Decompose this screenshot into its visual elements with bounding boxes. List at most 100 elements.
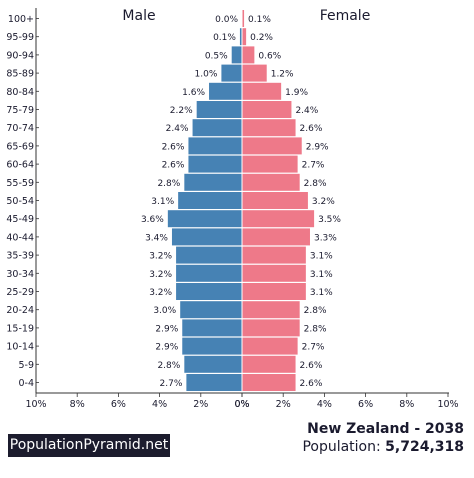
x-tick-label: 0% bbox=[234, 399, 249, 410]
male-value-label: 0.5% bbox=[205, 51, 228, 61]
male-bar bbox=[180, 301, 242, 319]
female-value-label: 2.4% bbox=[295, 106, 318, 116]
population-label: Population: bbox=[302, 439, 381, 455]
male-value-label: 3.2% bbox=[149, 252, 172, 262]
female-value-label: 1.9% bbox=[285, 88, 308, 98]
age-group-label: 35-39 bbox=[6, 251, 34, 262]
female-value-label: 0.6% bbox=[258, 51, 281, 61]
female-bar bbox=[242, 210, 315, 228]
male-bar bbox=[221, 64, 242, 82]
male-value-label: 2.9% bbox=[155, 343, 178, 353]
male-bar bbox=[231, 46, 242, 64]
brand-logo[interactable]: PopulationPyramid.net bbox=[8, 434, 170, 457]
female-value-label: 2.8% bbox=[304, 306, 327, 316]
female-header: Female bbox=[320, 8, 371, 24]
male-bar bbox=[184, 173, 242, 191]
female-bar bbox=[242, 264, 306, 282]
x-tick-label: 8% bbox=[399, 399, 414, 410]
age-group-label: 45-49 bbox=[6, 214, 34, 225]
male-bar bbox=[178, 192, 242, 209]
female-bar bbox=[242, 173, 300, 191]
age-group-label: 0-4 bbox=[18, 378, 34, 389]
male-value-label: 1.0% bbox=[195, 70, 218, 80]
x-tick-label: 0% bbox=[234, 399, 249, 410]
female-value-label: 3.5% bbox=[318, 215, 341, 225]
x-tick-label: 6% bbox=[358, 399, 373, 410]
age-group-label: 65-69 bbox=[6, 141, 34, 152]
male-bar bbox=[192, 119, 242, 137]
age-group-label: 5-9 bbox=[18, 360, 34, 371]
female-bar bbox=[242, 64, 267, 82]
female-value-label: 1.2% bbox=[271, 70, 294, 80]
age-group-label: 10-14 bbox=[6, 342, 34, 353]
female-value-label: 2.8% bbox=[304, 179, 327, 189]
male-value-label: 0.1% bbox=[213, 33, 236, 43]
female-bar bbox=[242, 192, 308, 209]
male-bar bbox=[176, 283, 242, 300]
x-tick-label: 10% bbox=[437, 399, 458, 410]
female-value-label: 3.3% bbox=[314, 233, 337, 243]
male-bar bbox=[184, 355, 242, 373]
male-value-label: 2.4% bbox=[166, 124, 189, 134]
country-year-title: New Zealand - 2038 bbox=[307, 421, 464, 437]
female-bar bbox=[242, 137, 302, 155]
female-value-label: 3.1% bbox=[310, 288, 333, 298]
female-bar bbox=[242, 228, 310, 246]
age-group-label: 95-99 bbox=[6, 32, 34, 43]
female-bar bbox=[242, 28, 247, 46]
female-bar bbox=[242, 82, 282, 100]
male-value-label: 3.4% bbox=[145, 233, 168, 243]
male-bar bbox=[188, 137, 242, 155]
male-header: Male bbox=[122, 8, 155, 24]
male-value-label: 2.6% bbox=[162, 142, 185, 152]
male-value-label: 0.0% bbox=[215, 15, 238, 25]
female-bar bbox=[242, 283, 306, 300]
female-value-label: 2.6% bbox=[300, 361, 323, 371]
male-bar bbox=[196, 101, 242, 118]
female-bar bbox=[242, 10, 245, 27]
x-tick-label: 4% bbox=[317, 399, 332, 410]
male-bar bbox=[239, 28, 242, 46]
female-value-label: 0.2% bbox=[250, 33, 273, 43]
age-group-label: 85-89 bbox=[6, 69, 34, 80]
age-group-label: 60-64 bbox=[6, 160, 34, 171]
male-value-label: 3.0% bbox=[153, 306, 176, 316]
male-value-label: 1.6% bbox=[182, 88, 205, 98]
male-value-label: 2.8% bbox=[157, 179, 180, 189]
female-bar bbox=[242, 301, 300, 319]
age-group-label: 75-79 bbox=[6, 105, 34, 116]
male-value-label: 3.2% bbox=[149, 288, 172, 298]
age-group-label: 70-74 bbox=[6, 123, 34, 134]
male-bar bbox=[176, 264, 242, 282]
male-bar bbox=[182, 337, 242, 355]
male-bar bbox=[182, 319, 242, 337]
age-group-label: 50-54 bbox=[6, 196, 34, 207]
age-group-label: 20-24 bbox=[6, 305, 34, 316]
male-value-label: 2.7% bbox=[160, 379, 183, 389]
female-bar bbox=[242, 155, 298, 173]
male-bar bbox=[209, 82, 242, 100]
female-bar bbox=[242, 119, 296, 137]
female-value-label: 2.6% bbox=[300, 379, 323, 389]
female-value-label: 3.2% bbox=[312, 197, 335, 207]
age-group-label: 55-59 bbox=[6, 178, 34, 189]
age-group-label: 100+ bbox=[8, 14, 34, 25]
female-bar bbox=[242, 46, 255, 64]
male-value-label: 2.6% bbox=[162, 161, 185, 171]
female-bar bbox=[242, 337, 298, 355]
x-tick-label: 4% bbox=[152, 399, 167, 410]
female-value-label: 2.8% bbox=[304, 324, 327, 334]
female-value-label: 3.1% bbox=[310, 252, 333, 262]
female-value-label: 0.1% bbox=[248, 15, 271, 25]
male-bar bbox=[186, 374, 242, 391]
male-bar bbox=[167, 210, 242, 228]
female-bar bbox=[242, 101, 292, 118]
male-value-label: 3.6% bbox=[141, 215, 164, 225]
male-value-label: 3.1% bbox=[151, 197, 174, 207]
female-bar bbox=[242, 355, 296, 373]
male-value-label: 2.8% bbox=[157, 361, 180, 371]
x-tick-label: 2% bbox=[193, 399, 208, 410]
age-group-label: 80-84 bbox=[6, 87, 34, 98]
age-group-label: 15-19 bbox=[6, 323, 34, 334]
